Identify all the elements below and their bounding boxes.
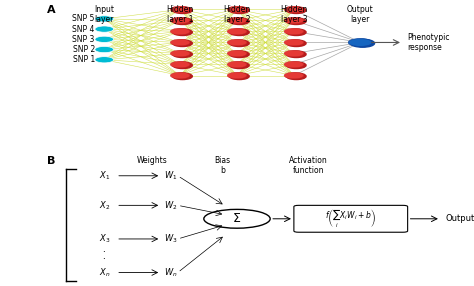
Text: Hidden
layer 1: Hidden layer 1 bbox=[166, 5, 194, 24]
Circle shape bbox=[284, 72, 304, 79]
Text: SNP 1: SNP 1 bbox=[73, 55, 95, 64]
Text: $W_n$: $W_n$ bbox=[164, 266, 177, 279]
Text: $\Sigma$: $\Sigma$ bbox=[232, 212, 242, 225]
Circle shape bbox=[286, 18, 306, 25]
Circle shape bbox=[284, 39, 304, 46]
Circle shape bbox=[229, 51, 249, 57]
Circle shape bbox=[95, 57, 114, 63]
Circle shape bbox=[95, 26, 114, 32]
Circle shape bbox=[284, 50, 304, 57]
Text: $\cdot$: $\cdot$ bbox=[102, 245, 106, 254]
Circle shape bbox=[227, 39, 247, 46]
Circle shape bbox=[286, 7, 306, 13]
Circle shape bbox=[170, 61, 190, 68]
Circle shape bbox=[170, 28, 190, 35]
Circle shape bbox=[284, 28, 304, 35]
Circle shape bbox=[173, 29, 192, 35]
Text: Hidden
layer 3: Hidden layer 3 bbox=[280, 5, 308, 24]
Text: $X_1$: $X_1$ bbox=[99, 170, 110, 182]
Circle shape bbox=[173, 18, 192, 25]
Circle shape bbox=[351, 39, 374, 47]
Circle shape bbox=[227, 50, 247, 57]
Circle shape bbox=[286, 62, 306, 69]
Circle shape bbox=[170, 39, 190, 46]
Circle shape bbox=[284, 17, 304, 24]
Text: $X_n$: $X_n$ bbox=[99, 266, 110, 279]
Text: Hidden
layer 2: Hidden layer 2 bbox=[223, 5, 251, 24]
Text: Input
layer: Input layer bbox=[94, 5, 114, 24]
Circle shape bbox=[227, 61, 247, 68]
Text: Weights: Weights bbox=[137, 156, 167, 165]
Circle shape bbox=[229, 18, 249, 25]
Circle shape bbox=[170, 50, 190, 57]
Text: $W_2$: $W_2$ bbox=[164, 199, 177, 212]
Circle shape bbox=[284, 6, 304, 13]
Circle shape bbox=[229, 62, 249, 69]
Circle shape bbox=[229, 73, 249, 80]
Circle shape bbox=[286, 73, 306, 80]
Circle shape bbox=[173, 40, 192, 47]
Circle shape bbox=[229, 40, 249, 47]
Circle shape bbox=[229, 29, 249, 35]
Text: SNP 5: SNP 5 bbox=[73, 14, 95, 23]
Circle shape bbox=[227, 6, 247, 13]
Circle shape bbox=[348, 39, 372, 46]
Text: Bias
b: Bias b bbox=[215, 156, 231, 175]
Circle shape bbox=[173, 73, 192, 80]
Text: $W_3$: $W_3$ bbox=[164, 233, 177, 245]
Text: Output
layer: Output layer bbox=[347, 5, 374, 24]
Circle shape bbox=[227, 72, 247, 79]
Text: $f\left(\sum_{i} X_i W_i + b\right)$: $f\left(\sum_{i} X_i W_i + b\right)$ bbox=[325, 208, 376, 230]
Circle shape bbox=[229, 7, 249, 13]
Text: SNP 2: SNP 2 bbox=[73, 45, 95, 54]
Circle shape bbox=[95, 36, 114, 42]
Text: $W_1$: $W_1$ bbox=[164, 170, 177, 182]
Text: $X_2$: $X_2$ bbox=[99, 199, 110, 212]
Circle shape bbox=[170, 17, 190, 24]
Circle shape bbox=[95, 16, 114, 22]
Circle shape bbox=[173, 62, 192, 69]
Text: A: A bbox=[47, 5, 56, 15]
Circle shape bbox=[170, 6, 190, 13]
Circle shape bbox=[286, 51, 306, 57]
Circle shape bbox=[173, 7, 192, 13]
Circle shape bbox=[227, 17, 247, 24]
Circle shape bbox=[173, 51, 192, 57]
Circle shape bbox=[286, 29, 306, 35]
Text: $X_3$: $X_3$ bbox=[99, 233, 110, 245]
Text: Phenotypic
response: Phenotypic response bbox=[408, 33, 450, 52]
Text: Output: Output bbox=[446, 214, 474, 223]
Text: B: B bbox=[47, 156, 56, 166]
Text: SNP 4: SNP 4 bbox=[73, 25, 95, 33]
Circle shape bbox=[227, 28, 247, 35]
Circle shape bbox=[170, 72, 190, 79]
Circle shape bbox=[95, 46, 114, 53]
Circle shape bbox=[284, 61, 304, 68]
Text: $\cdot$: $\cdot$ bbox=[102, 252, 106, 261]
Circle shape bbox=[286, 40, 306, 47]
Text: SNP 3: SNP 3 bbox=[73, 35, 95, 44]
FancyBboxPatch shape bbox=[294, 205, 408, 232]
Text: Activation
function: Activation function bbox=[289, 156, 328, 175]
